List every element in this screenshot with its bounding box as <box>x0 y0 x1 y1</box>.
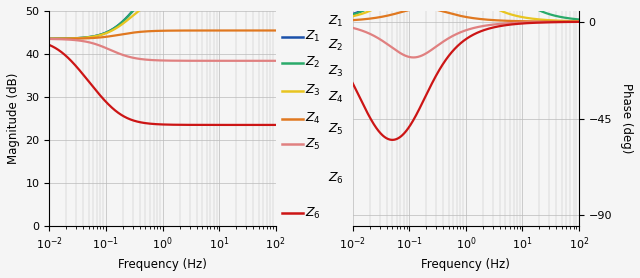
Text: $Z_6$: $Z_6$ <box>328 171 344 186</box>
Text: $Z_6$: $Z_6$ <box>305 206 321 221</box>
Text: $Z_3$: $Z_3$ <box>328 64 344 79</box>
X-axis label: Frequency (Hz): Frequency (Hz) <box>421 258 510 271</box>
Text: $Z_1$: $Z_1$ <box>305 29 321 44</box>
Text: $Z_5$: $Z_5$ <box>328 122 344 137</box>
Text: $Z_4$: $Z_4$ <box>328 90 344 105</box>
X-axis label: Frequency (Hz): Frequency (Hz) <box>118 258 207 271</box>
Text: $Z_5$: $Z_5$ <box>305 137 321 152</box>
Text: $Z_2$: $Z_2$ <box>305 55 321 70</box>
Text: $Z_4$: $Z_4$ <box>305 111 321 126</box>
Text: $Z_1$: $Z_1$ <box>328 14 344 29</box>
Y-axis label: Magnitude (dB): Magnitude (dB) <box>7 73 20 164</box>
Text: $Z_2$: $Z_2$ <box>328 38 344 53</box>
Text: $Z_3$: $Z_3$ <box>305 83 321 98</box>
Y-axis label: Phase (deg): Phase (deg) <box>620 83 633 154</box>
